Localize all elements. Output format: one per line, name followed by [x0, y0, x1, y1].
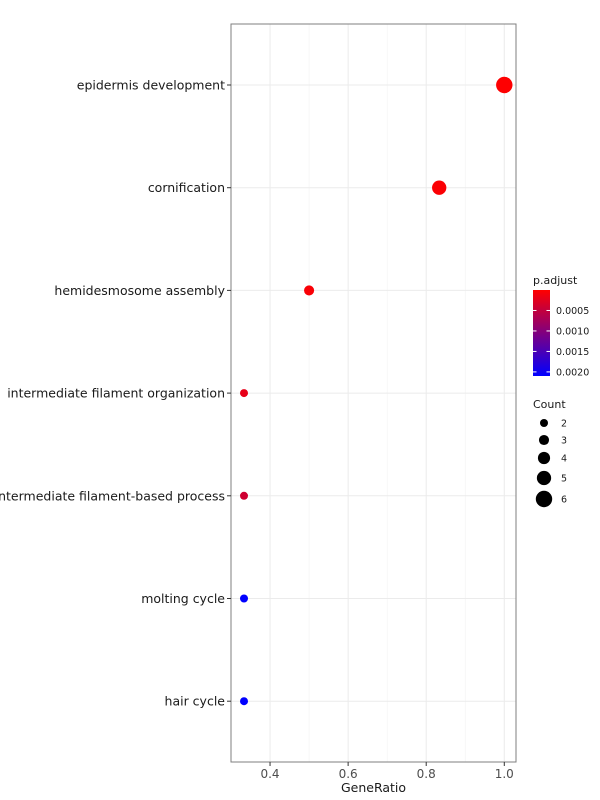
- y-tick-label: intermediate filament-based process: [0, 488, 225, 503]
- size-legend-items: 2 3 4 5 6: [535, 419, 567, 508]
- x-tick-label: 0.4: [260, 767, 279, 781]
- size-legend: Count 2 3 4 5 6: [533, 398, 567, 508]
- y-tick-label: epidermis development: [77, 78, 225, 93]
- x-tick-label: 1.0: [495, 767, 514, 781]
- size-legend-label: 4: [561, 454, 567, 465]
- data-point: [240, 594, 249, 603]
- y-tick-label: cornification: [148, 180, 225, 195]
- size-legend-dot: [536, 470, 552, 486]
- color-bar: [533, 290, 550, 376]
- data-point: [240, 697, 249, 706]
- size-legend-label: 5: [561, 474, 567, 485]
- size-legend-dot: [538, 434, 550, 446]
- data-point: [432, 180, 447, 195]
- y-axis: epidermis development cornification hemide…: [0, 78, 231, 709]
- size-legend-dot: [540, 419, 548, 427]
- data-point: [496, 76, 513, 94]
- data-point: [240, 491, 249, 500]
- color-legend-ticks: 0.0005 0.0010 0.0015 0.0020: [533, 306, 589, 378]
- color-tick-label: 0.0010: [556, 326, 589, 337]
- grid: [230, 24, 516, 762]
- data-point: [240, 389, 249, 398]
- size-legend-label: 3: [561, 436, 567, 447]
- size-legend-dot: [537, 451, 551, 465]
- size-legend-label: 6: [561, 495, 567, 506]
- y-tick-label: intermediate filament organization: [7, 386, 225, 401]
- color-legend: p.adjust 0.0005 0.0010 0.0015 0.0020: [533, 274, 589, 378]
- data-points: [240, 76, 513, 706]
- size-legend-dot: [535, 490, 553, 508]
- data-point: [304, 285, 315, 296]
- x-tick-label: 0.6: [339, 767, 358, 781]
- y-tick-label: molting cycle: [141, 591, 225, 606]
- x-axis: 0.4 0.6 0.8 1.0: [260, 762, 514, 781]
- y-tick-label: hemidesmosome assembly: [54, 283, 225, 298]
- y-tick-label: hair cycle: [165, 694, 226, 709]
- color-tick-label: 0.0020: [556, 367, 589, 378]
- size-legend-label: 2: [561, 419, 567, 430]
- color-tick-label: 0.0015: [556, 347, 589, 358]
- color-legend-title: p.adjust: [533, 274, 578, 287]
- color-tick-label: 0.0005: [556, 306, 589, 317]
- x-tick-label: 0.8: [417, 767, 436, 781]
- size-legend-title: Count: [533, 398, 566, 411]
- x-axis-title: GeneRatio: [341, 780, 406, 795]
